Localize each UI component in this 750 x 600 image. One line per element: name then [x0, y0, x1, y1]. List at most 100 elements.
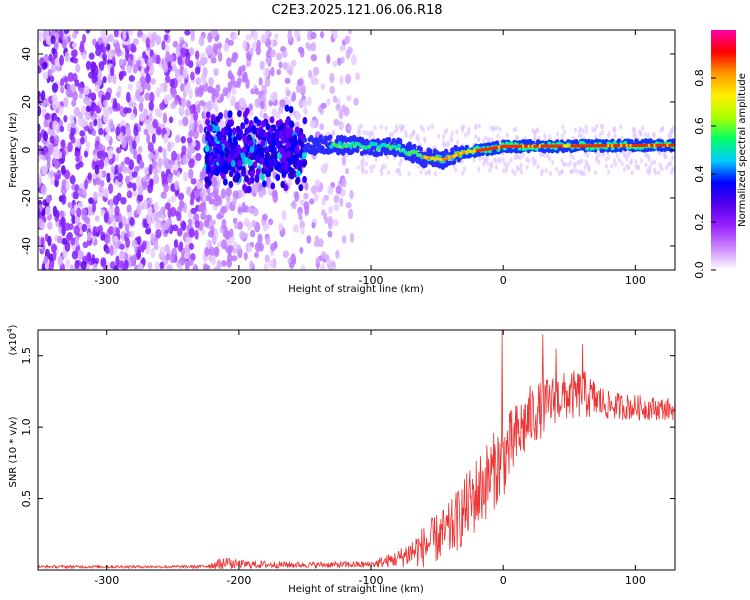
- noise-point: [177, 192, 185, 201]
- track-point: [367, 144, 372, 149]
- noise-point: [94, 215, 100, 222]
- noise-point: [108, 183, 114, 194]
- noise-point: [153, 155, 158, 162]
- noise-point: [310, 120, 317, 127]
- noise-point: [282, 250, 289, 258]
- noise-point: [254, 98, 261, 108]
- noise-point: [279, 99, 286, 108]
- noise-point: [345, 73, 352, 85]
- noise-point: [131, 239, 138, 249]
- cluster-point: [268, 160, 274, 168]
- noise-point: [327, 206, 334, 214]
- noise-point: [79, 40, 85, 50]
- noise-point: [175, 44, 182, 56]
- spectrogram-x-ticks: -300 -200 -100 0 100: [94, 30, 646, 287]
- noise-point: [195, 59, 202, 69]
- cluster-point: [279, 164, 285, 172]
- noise-point: [163, 81, 168, 93]
- noise-point: [268, 260, 275, 269]
- noise-point: [60, 78, 65, 87]
- noise-point: [165, 218, 172, 226]
- noise-point: [263, 67, 270, 79]
- noise-point: [606, 154, 611, 160]
- noise-point: [324, 162, 329, 171]
- noise-point: [54, 160, 60, 170]
- noise-point: [44, 113, 51, 121]
- noise-point: [319, 107, 324, 115]
- noise-point: [207, 86, 214, 94]
- noise-point: [98, 185, 104, 193]
- x-tick-label: 100: [625, 574, 646, 587]
- noise-point: [113, 30, 119, 38]
- track-point: [413, 149, 418, 154]
- noise-point: [91, 73, 97, 84]
- noise-point: [320, 83, 326, 91]
- noise-point: [150, 39, 155, 48]
- noise-point: [310, 32, 317, 40]
- noise-point: [614, 161, 618, 167]
- noise-point: [52, 120, 59, 131]
- noise-point: [59, 54, 65, 66]
- noise-point: [191, 140, 197, 148]
- noise-point: [303, 192, 309, 200]
- noise-point: [268, 218, 274, 226]
- noise-point: [204, 246, 209, 257]
- cluster-point: [224, 128, 229, 136]
- noise-point: [306, 235, 312, 244]
- noise-point: [102, 46, 107, 54]
- noise-point: [148, 163, 153, 175]
- noise-point: [373, 125, 377, 131]
- noise-point: [302, 98, 308, 108]
- cluster-point: [265, 169, 270, 178]
- noise-point: [563, 161, 567, 167]
- noise-point: [258, 77, 263, 86]
- noise-point: [161, 173, 168, 184]
- noise-point: [239, 97, 246, 108]
- cluster-point: [231, 127, 237, 135]
- cluster-point: [275, 120, 281, 128]
- noise-point: [122, 166, 128, 174]
- cluster-point: [253, 116, 259, 124]
- noise-point: [193, 213, 200, 221]
- noise-point: [125, 175, 131, 185]
- noise-point: [573, 127, 578, 133]
- noise-point: [516, 154, 520, 160]
- noise-point: [73, 57, 79, 64]
- noise-point: [107, 207, 115, 215]
- noise-point: [233, 241, 238, 249]
- noise-point: [190, 30, 195, 38]
- track-point: [351, 134, 357, 140]
- cluster-point: [274, 128, 280, 137]
- noise-point: [247, 52, 252, 61]
- cluster-point: [204, 157, 210, 166]
- noise-point: [637, 129, 641, 135]
- noise-point: [59, 210, 65, 218]
- noise-point: [69, 174, 76, 185]
- cluster-point: [240, 122, 246, 130]
- cluster-point: [234, 175, 240, 183]
- noise-point: [170, 195, 177, 203]
- noise-point: [570, 168, 574, 175]
- noise-point: [107, 73, 113, 84]
- noise-point: [211, 235, 217, 245]
- noise-point: [195, 140, 201, 151]
- noise-point: [136, 175, 141, 187]
- noise-point: [137, 193, 144, 202]
- noise-point: [95, 105, 101, 114]
- noise-point: [180, 221, 187, 231]
- colorbar-tick-label: 0.2: [693, 213, 706, 231]
- noise-point: [189, 118, 195, 126]
- noise-point: [125, 127, 132, 137]
- noise-point: [632, 127, 637, 133]
- x-tick-label: -300: [94, 274, 119, 287]
- noise-point: [65, 87, 72, 98]
- noise-point: [143, 199, 148, 210]
- noise-point: [179, 200, 185, 209]
- noise-point: [161, 40, 166, 51]
- noise-point: [132, 38, 139, 46]
- snr-series-line: [38, 330, 675, 570]
- cluster-point: [249, 170, 255, 178]
- noise-point: [60, 139, 65, 148]
- noise-point: [170, 61, 176, 68]
- noise-point: [207, 192, 212, 200]
